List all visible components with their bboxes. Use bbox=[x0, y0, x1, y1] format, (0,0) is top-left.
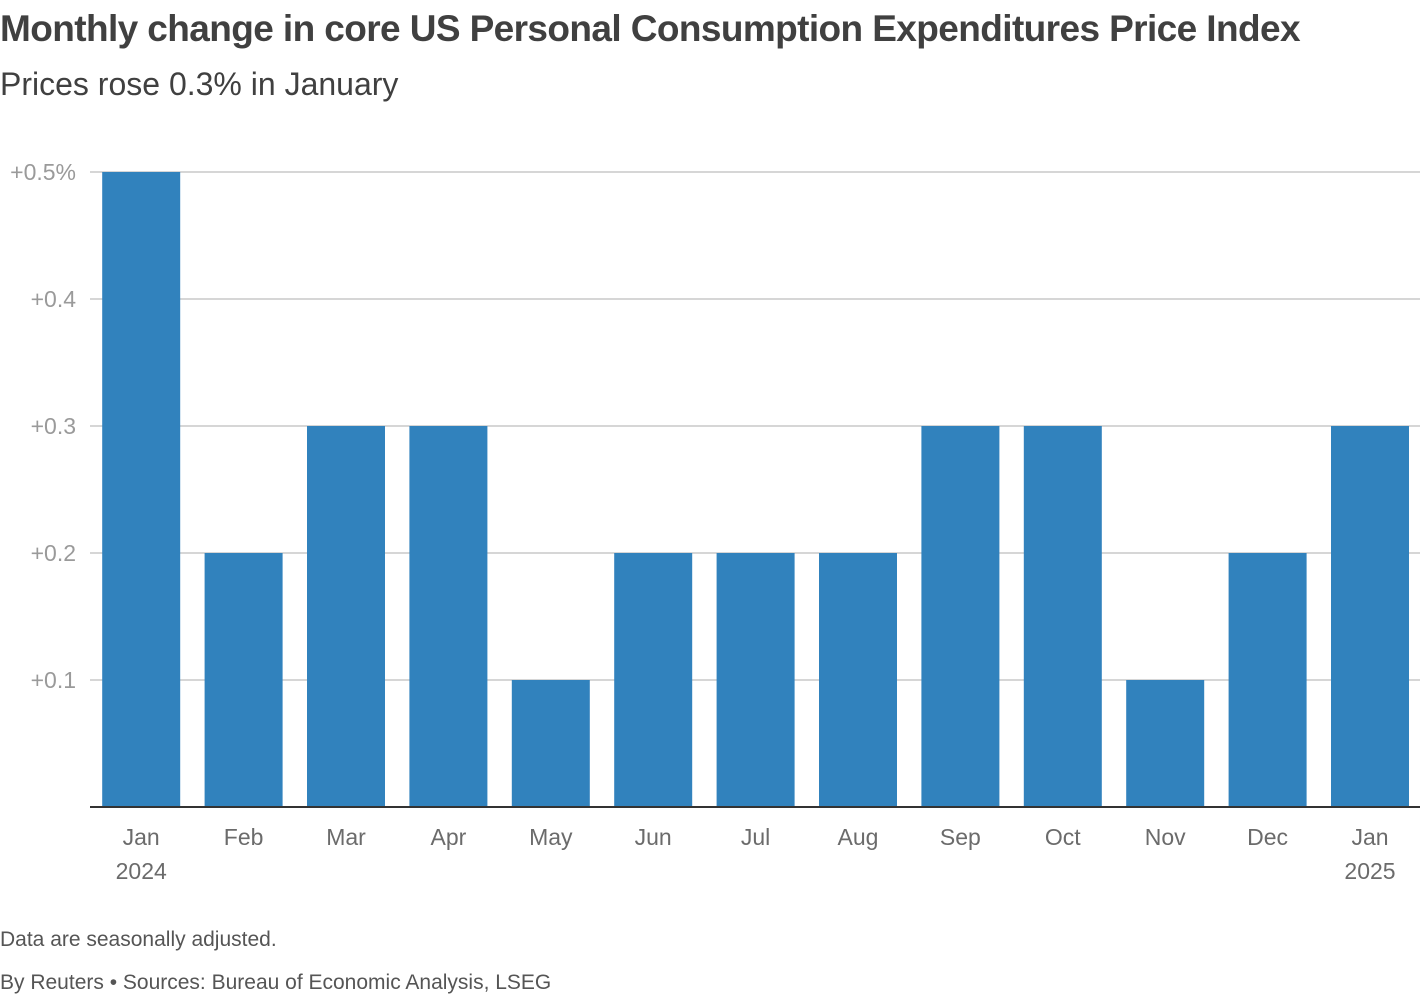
x-tick-label: Dec bbox=[1247, 824, 1288, 850]
x-tick-label: Aug bbox=[838, 824, 879, 850]
bar-oct bbox=[1023, 426, 1102, 807]
footnote: Data are seasonally adjusted. bbox=[0, 928, 277, 951]
bar-feb bbox=[204, 553, 283, 807]
chart-title: Monthly change in core US Personal Consu… bbox=[0, 8, 1301, 49]
y-tick-label: +0.4 bbox=[31, 286, 77, 312]
bar-apr bbox=[409, 426, 488, 807]
x-tick-label: Jul bbox=[741, 824, 770, 850]
bar-chart: +0.1 +0.2 +0.3 +0.4 +0.5% Jan 2024 Feb Mar Apr May… bbox=[10, 159, 1420, 884]
bar-dec bbox=[1228, 553, 1307, 807]
bar-nov bbox=[1126, 680, 1205, 807]
y-tick-label: +0.5% bbox=[10, 159, 76, 185]
x-tick-year: 2024 bbox=[116, 858, 167, 884]
x-tick-label: Sep bbox=[940, 824, 981, 850]
bar-jan-2024 bbox=[102, 172, 181, 807]
x-tick-year: 2025 bbox=[1344, 858, 1395, 884]
x-tick-label: Jun bbox=[635, 824, 672, 850]
bar-jul bbox=[716, 553, 795, 807]
bars bbox=[102, 172, 1409, 807]
source-credit: By Reuters • Sources: Bureau of Economic… bbox=[0, 971, 552, 994]
bar-jan-2025 bbox=[1331, 426, 1409, 807]
x-tick-label: Jan bbox=[1351, 824, 1388, 850]
chart-subtitle: Prices rose 0.3% in January bbox=[0, 66, 399, 102]
x-tick-label: Jan bbox=[123, 824, 160, 850]
bar-mar bbox=[307, 426, 385, 807]
x-tick-label: Nov bbox=[1145, 824, 1186, 850]
x-tick-label: May bbox=[529, 824, 573, 850]
bar-aug bbox=[819, 553, 897, 807]
x-tick-label: Apr bbox=[431, 824, 467, 850]
bar-jun bbox=[614, 553, 693, 807]
y-tick-label: +0.3 bbox=[31, 413, 76, 439]
bar-may bbox=[511, 680, 590, 807]
x-tick-label: Mar bbox=[326, 824, 366, 850]
y-tick-label: +0.2 bbox=[31, 540, 76, 566]
y-tick-label: +0.1 bbox=[31, 667, 76, 693]
x-tick-label: Feb bbox=[224, 824, 264, 850]
axis-labels: +0.1 +0.2 +0.3 +0.4 +0.5% Jan 2024 Feb Mar Apr May… bbox=[10, 159, 1395, 884]
bar-sep bbox=[921, 426, 1000, 807]
x-tick-label: Oct bbox=[1045, 824, 1081, 850]
